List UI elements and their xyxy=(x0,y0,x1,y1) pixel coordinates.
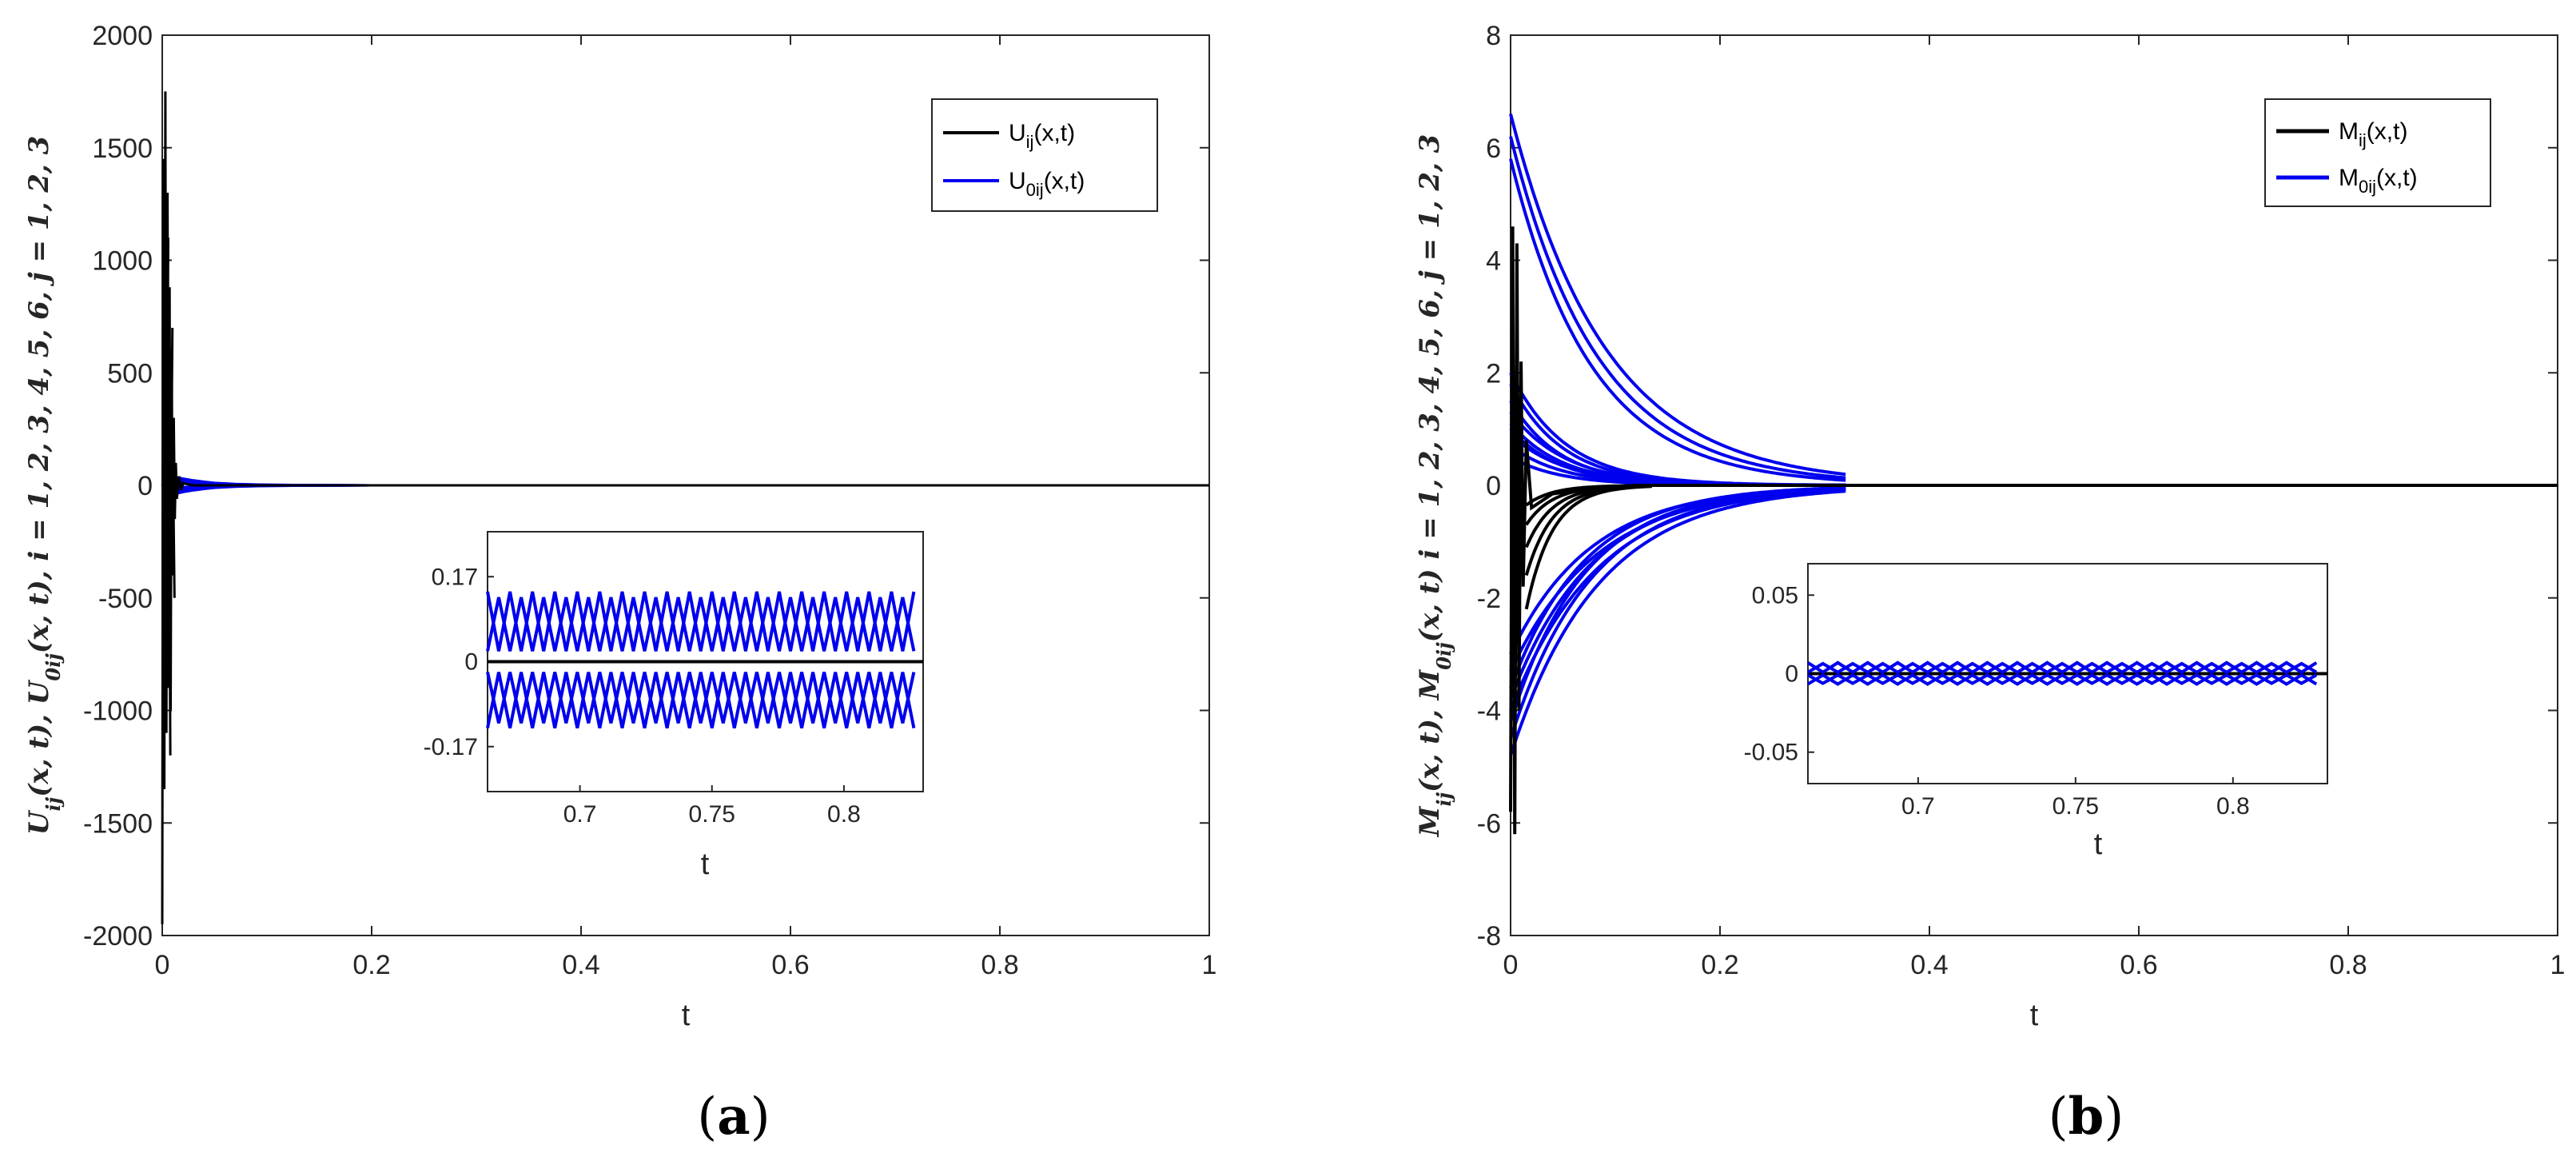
x-tick-label: 0.6 xyxy=(2120,950,2157,980)
legend-a: Uij(x,t) U0ij(x,t) xyxy=(931,98,1158,212)
x-tick-label: 1 xyxy=(2550,950,2566,980)
inset-oscillation-line xyxy=(486,672,916,728)
inset-oscillation-line xyxy=(486,672,916,724)
y-tick-label: 1500 xyxy=(92,134,153,164)
inset-y-tick-label: 0 xyxy=(1785,661,1798,688)
y-tick-label: 1000 xyxy=(92,246,153,277)
legend-label-a-1: U0ij(x,t) xyxy=(1009,168,1085,200)
inset-y-tick-label: 0 xyxy=(464,649,478,676)
inset-x-label-a: t xyxy=(701,848,710,881)
x-tick-labels-a: 0 0.2 0.4 0.6 0.8 1 xyxy=(155,950,1217,980)
x-axis-label-a: t xyxy=(682,999,691,1032)
y-tick-label: -8 xyxy=(1477,921,1501,952)
y-tick-label: -1500 xyxy=(83,808,153,839)
x-tick-labels-b: 0 0.2 0.4 0.6 0.8 1 xyxy=(1503,950,2566,980)
inset-x-tick-label: 0.7 xyxy=(1901,793,1935,820)
series-line-m0ij xyxy=(1509,488,1846,672)
inset-x-tick-label: 0.7 xyxy=(563,801,597,828)
series-line-mij xyxy=(1525,484,1652,507)
series-line-uij-spike xyxy=(172,485,176,598)
y-tick-label: -1000 xyxy=(83,696,153,727)
inset-tick-labels-a: 0.7 0.75 0.8 0.17 0 -0.17 xyxy=(424,564,861,828)
series-line-uij-spike xyxy=(163,485,168,644)
inset-oscillation-line xyxy=(1806,661,2318,675)
y-tick-label: 2000 xyxy=(92,21,153,51)
x-tick-label: 1 xyxy=(1202,950,1217,980)
y-tick-label: -500 xyxy=(98,584,153,614)
y-tick-label: 4 xyxy=(1486,246,1501,277)
y-tick-labels-a: 2000 1500 1000 500 0 -500 -1000 -1500 -2000 xyxy=(83,21,153,952)
caption-a: (a) xyxy=(697,1087,770,1147)
legend-label-b-1: M0ij(x,t) xyxy=(2339,165,2418,197)
inset-oscillation-line xyxy=(486,596,916,652)
inset-y-tick-label: -0.17 xyxy=(424,734,478,760)
y-tick-labels-b: 8 6 4 2 0 -2 -4 -6 -8 xyxy=(1477,21,1501,952)
inset-x-label-b: t xyxy=(2094,828,2103,861)
inset-oscillation-line xyxy=(1807,673,2318,685)
y-tick-label: 0 xyxy=(1486,471,1501,501)
legend-b: Mij(x,t) M0ij(x,t) xyxy=(2264,98,2491,207)
inset-y-tick-label: 0.17 xyxy=(432,564,478,590)
y-tick-label: -6 xyxy=(1477,808,1501,839)
inset-tick-labels-b: 0.7 0.75 0.8 0.05 0 -0.05 xyxy=(1744,582,2250,820)
inset-oscillation-line xyxy=(1806,660,2318,675)
y-tick-label: 2 xyxy=(1486,358,1501,389)
series-line-m0ij xyxy=(1509,489,1846,756)
series-line-m0ij xyxy=(1509,486,1846,655)
inset-x-tick-label: 0.8 xyxy=(827,801,861,828)
x-axis-label-b: t xyxy=(2030,999,2039,1032)
inset-y-tick-label: 0.05 xyxy=(1752,582,1798,608)
x-tick-label: 0.6 xyxy=(771,950,809,980)
series-line-m0ij xyxy=(1509,113,1846,477)
inset-series-b xyxy=(1806,594,2327,784)
inset-x-tick-label: 0.75 xyxy=(689,801,735,828)
caption-b: (b) xyxy=(2048,1087,2124,1147)
chart-panel-a: 0 0.2 0.4 0.6 0.8 1 2000 1500 1000 500 0 -500 -1000… xyxy=(23,21,1216,1147)
inset-series-a xyxy=(486,576,923,792)
series-group-a xyxy=(161,91,1209,924)
inset-y-tick-label: -0.05 xyxy=(1744,740,1798,766)
y-tick-label: -4 xyxy=(1477,696,1501,727)
y-axis-label-a: Uij(x, t), U0ij(x, t), i = 1, 2, 3, 4, 5… xyxy=(23,136,65,835)
x-tick-label: 0.8 xyxy=(981,950,1018,980)
inset-oscillation-line xyxy=(486,591,916,652)
inset-x-tick-label: 0.8 xyxy=(2216,793,2250,820)
x-tick-label: 0 xyxy=(155,950,170,980)
inset-oscillation-line xyxy=(1806,672,2318,686)
chart-panel-b: 0 0.2 0.4 0.6 0.8 1 8 6 4 2 0 -2 -4 -6 -8 t Mij(x, t)… xyxy=(1414,21,2565,1147)
series-line-m0ij xyxy=(1509,158,1846,482)
series-group-b xyxy=(1509,113,2558,835)
legend-label-b-0: Mij(x,t) xyxy=(2339,118,2407,150)
x-tick-label: 0.2 xyxy=(1701,950,1738,980)
inset-x-tick-label: 0.75 xyxy=(2052,793,2099,820)
series-line-m0ij xyxy=(1509,136,1846,480)
x-tick-label: 0.4 xyxy=(562,950,599,980)
series-line-uij-spike xyxy=(165,237,169,486)
series-line-uij-spike xyxy=(168,485,172,756)
y-tick-label: -2 xyxy=(1477,584,1501,614)
x-tick-label: 0.2 xyxy=(352,950,390,980)
inset-plot-a: 0.7 0.75 0.8 0.17 0 -0.17 t xyxy=(424,531,924,881)
y-tick-label: 8 xyxy=(1486,21,1501,51)
inset-plot-b: 0.7 0.75 0.8 0.05 0 -0.05 t xyxy=(1744,563,2328,861)
x-tick-label: 0 xyxy=(1503,950,1519,980)
y-tick-label: 500 xyxy=(107,358,153,389)
y-tick-label: 0 xyxy=(137,471,153,501)
y-tick-label: -2000 xyxy=(83,921,153,952)
y-tick-label: 6 xyxy=(1486,134,1501,164)
x-tick-label: 0.4 xyxy=(1910,950,1948,980)
series-line-uij-spike xyxy=(161,282,165,486)
x-tick-label: 0.8 xyxy=(2329,950,2367,980)
y-axis-label-b: Mij(x, t), M0ij(x, t) i = 1, 2, 3, 4, 5,… xyxy=(1414,134,1455,838)
series-line-uij-spike xyxy=(169,327,174,486)
legend-label-a-0: Uij(x,t) xyxy=(1009,120,1075,152)
